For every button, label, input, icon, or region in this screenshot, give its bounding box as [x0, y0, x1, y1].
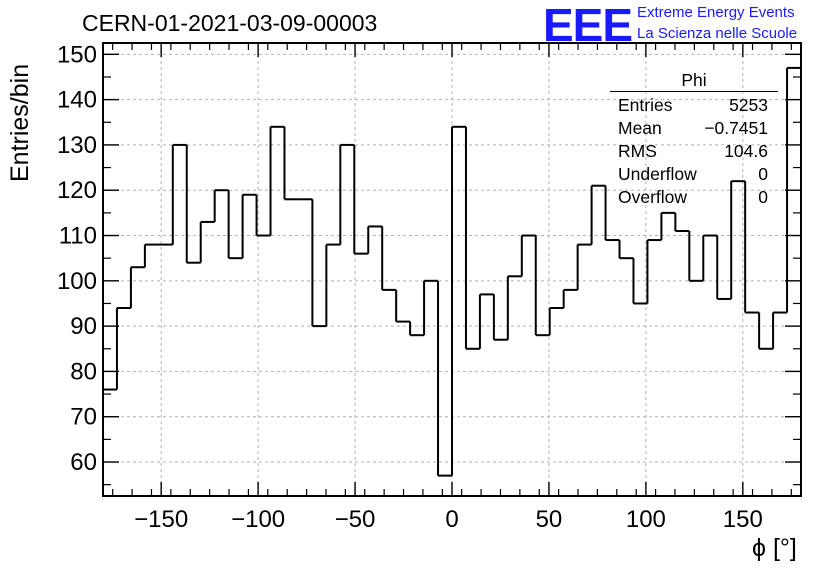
- stats-label: Entries: [618, 95, 673, 115]
- y-tick-label: 140: [57, 87, 97, 114]
- x-tick-label: −150: [134, 506, 188, 533]
- x-tick-label: 100: [626, 506, 666, 533]
- stats-label: Underflow: [618, 164, 697, 184]
- eee-logo: EEE: [543, 0, 633, 51]
- x-tick-label: 150: [723, 506, 763, 533]
- y-tick-label: 70: [70, 404, 97, 431]
- stats-row-rms: RMS 104.6: [610, 140, 778, 163]
- stats-value: 0: [758, 164, 768, 184]
- y-tick-label: 90: [70, 313, 97, 340]
- stats-label: Mean: [618, 118, 662, 138]
- x-tick-label: −100: [231, 506, 285, 533]
- y-tick-label: 110: [59, 223, 97, 250]
- stats-value: 5253: [729, 95, 768, 115]
- y-tick-label: 60: [70, 449, 97, 476]
- logo-subtitle-2: La Scienza nelle Scuole: [637, 25, 798, 42]
- y-axis-label: Entries/bin: [6, 63, 34, 182]
- y-tick-label: 100: [57, 268, 97, 295]
- logo-subtitle-1: Extreme Energy Events: [637, 4, 795, 21]
- stats-label: RMS: [618, 141, 657, 161]
- x-tick-label: −50: [335, 506, 376, 533]
- x-tick-label: 50: [536, 506, 563, 533]
- stats-box: Phi Entries 5253 Mean −0.7451 RMS 104.6 …: [610, 70, 778, 209]
- stats-row-underflow: Underflow 0: [610, 163, 778, 186]
- run-title: CERN-01-2021-03-09-00003: [82, 10, 378, 36]
- stats-row-entries: Entries 5253: [610, 94, 778, 117]
- x-axis-label: ϕ [°]: [752, 534, 797, 562]
- y-tick-label: 120: [57, 177, 97, 204]
- x-tick-label: 0: [445, 506, 458, 533]
- stats-label: Overflow: [618, 187, 688, 207]
- y-tick-label: 150: [57, 41, 97, 68]
- y-tick-label: 80: [70, 358, 97, 385]
- stats-value: 104.6: [724, 141, 768, 161]
- stats-value: −0.7451: [704, 118, 768, 138]
- stats-box-title: Phi: [610, 70, 778, 92]
- stats-value: 0: [758, 187, 768, 207]
- stats-row-overflow: Overflow 0: [610, 186, 778, 209]
- stats-row-mean: Mean −0.7451: [610, 117, 778, 140]
- y-tick-label: 130: [57, 132, 97, 159]
